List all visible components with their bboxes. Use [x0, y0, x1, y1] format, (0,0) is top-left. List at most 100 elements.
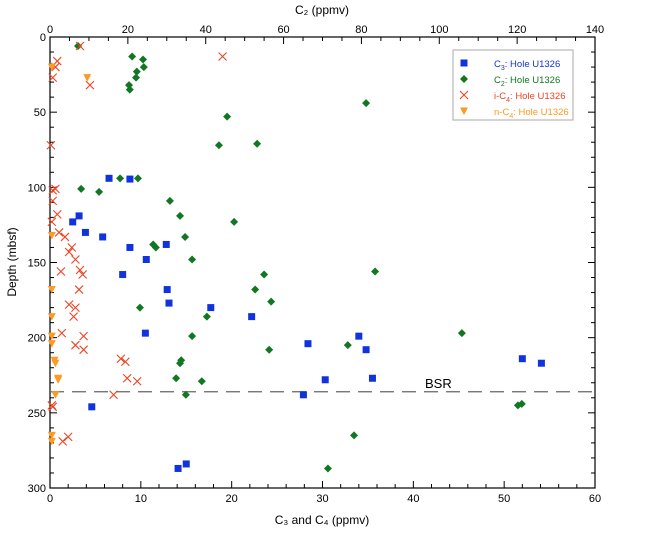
data-point-triangle-down — [47, 437, 56, 446]
data-point-cross — [56, 267, 66, 276]
data-point-diamond — [139, 55, 148, 64]
data-point-cross — [71, 255, 80, 264]
data-point-square — [141, 329, 149, 337]
legend-label: i-C4: Hole U1326 — [494, 91, 566, 104]
data-point-square — [368, 374, 376, 382]
data-point-diamond — [95, 187, 104, 196]
data-point-cross — [116, 354, 126, 364]
data-point-diamond — [230, 217, 239, 226]
data-point-cross — [71, 303, 80, 312]
data-point-square — [75, 212, 83, 220]
data-point-cross — [64, 247, 74, 257]
data-point-diamond — [176, 211, 185, 220]
data-point-diamond — [116, 174, 125, 183]
legend-label-suffix: : Hole U1326 — [513, 107, 568, 118]
data-point-cross — [67, 243, 77, 252]
y-tick-label: 100 — [28, 182, 46, 194]
x-tick-label-bottom: 50 — [498, 493, 510, 505]
legend-marker-cross — [459, 90, 469, 100]
y-tick-label: 50 — [34, 107, 46, 119]
data-point-square — [355, 332, 363, 340]
x-tick-label-top: 0 — [47, 24, 53, 36]
data-point-cross — [58, 437, 68, 446]
data-point-triangle-down — [47, 231, 56, 240]
data-point-square — [105, 174, 113, 182]
data-point-square — [165, 299, 173, 307]
data-point-cross — [85, 80, 95, 90]
data-point-cross — [57, 328, 67, 338]
data-point-diamond — [188, 332, 197, 341]
data-point-square — [126, 175, 134, 183]
legend-label-prefix: i-C — [494, 91, 506, 102]
bsr-annotation: BSR — [425, 376, 452, 391]
data-point-triangle-down — [51, 359, 60, 368]
data-point-cross — [46, 140, 56, 150]
y-tick-label: 150 — [28, 258, 46, 270]
data-point-triangle-down — [47, 332, 56, 341]
data-point-diamond — [214, 141, 223, 150]
data-point-cross — [54, 228, 64, 237]
data-point-square — [163, 286, 171, 294]
data-point-diamond — [176, 359, 185, 368]
x-tick-label-bottom: 60 — [589, 493, 601, 505]
data-point-cross — [48, 402, 58, 412]
data-point-diamond — [133, 174, 142, 183]
data-point-cross — [79, 345, 88, 355]
legend-label-prefix: C — [494, 59, 501, 70]
legend-label: n-C4: Hole U1326 — [494, 107, 569, 120]
y-tick-label: 250 — [28, 408, 46, 420]
data-point-triangle-down — [47, 340, 56, 348]
legend: C3 : Hole U1326 C2: Hole U1326 i-C4: Hole U… — [452, 49, 574, 121]
data-point-cross — [78, 270, 88, 279]
legend-label-subscript: 2 — [501, 81, 505, 88]
legend-label-subscript: 3 — [501, 65, 505, 72]
data-points — [46, 41, 545, 473]
data-point-cross — [132, 376, 142, 386]
series-3 — [47, 63, 92, 446]
x-tick-label-top: 140 — [586, 24, 604, 36]
x-tick-label-bottom: 10 — [135, 493, 147, 505]
data-point-square — [142, 255, 150, 263]
data-point-cross — [48, 185, 58, 195]
data-point-diamond — [139, 63, 148, 72]
data-point-diamond — [343, 341, 352, 350]
y-axis-label: Depth (mbsf) — [5, 227, 19, 296]
data-point-diamond — [517, 399, 526, 408]
legend-label-subscript: 4 — [506, 97, 510, 104]
data-point-square — [537, 359, 545, 367]
data-point-cross — [47, 217, 57, 227]
data-point-diamond — [457, 329, 466, 338]
data-point-diamond — [132, 67, 141, 76]
data-point-cross — [64, 300, 74, 309]
data-point-diamond — [260, 270, 269, 279]
legend-label-subscript: 4 — [509, 113, 513, 120]
legend-label: C2: Hole U1326 — [494, 75, 560, 88]
x-tick-label-top: 100 — [430, 24, 448, 36]
data-point-cross — [69, 312, 79, 322]
data-point-square — [248, 313, 256, 321]
data-point-cross — [79, 331, 88, 341]
y-tick-label: 300 — [28, 483, 46, 495]
data-point-diamond — [74, 42, 83, 51]
data-point-cross — [75, 265, 85, 275]
data-point-square — [207, 304, 215, 312]
data-point-square — [321, 376, 329, 384]
x-axis-label-top: C₂ (ppmv) — [295, 3, 349, 17]
data-point-diamond — [135, 303, 144, 312]
data-point-cross — [63, 432, 73, 442]
data-point-triangle-down — [47, 63, 56, 72]
data-point-diamond — [151, 243, 160, 252]
x-tick-label-top: 80 — [355, 24, 367, 36]
data-point-diamond — [181, 390, 190, 399]
data-point-square — [182, 460, 190, 468]
legend-marker-square — [460, 59, 468, 67]
data-point-diamond — [181, 232, 190, 241]
data-point-square — [518, 355, 526, 363]
data-point-triangle-down — [54, 376, 63, 384]
data-point-cross — [109, 390, 118, 400]
data-point-diamond — [125, 85, 134, 94]
series-1 — [74, 42, 526, 473]
data-point-diamond — [165, 196, 174, 205]
data-point-cross — [218, 52, 227, 61]
